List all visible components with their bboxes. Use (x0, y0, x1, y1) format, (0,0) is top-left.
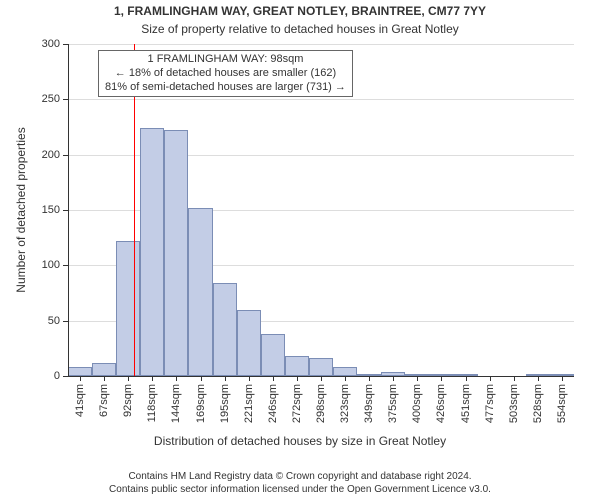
histogram-bar (68, 367, 92, 376)
x-tick-label: 323sqm (339, 384, 351, 423)
histogram-bar (164, 130, 188, 376)
y-tick-label: 200 (28, 149, 60, 161)
x-tick-label: 41sqm (74, 384, 86, 417)
footer-line-1: Contains HM Land Registry data © Crown c… (0, 471, 600, 484)
y-tick-label: 0 (28, 370, 60, 382)
x-tick-label: 528sqm (532, 384, 544, 423)
y-axis (68, 44, 69, 376)
annotation-box: 1 FRAMLINGHAM WAY: 98sqm ← 18% of detach… (98, 50, 353, 97)
x-tick-label: 375sqm (387, 384, 399, 423)
y-tick-label: 250 (28, 93, 60, 105)
histogram-bar (285, 356, 309, 376)
x-tick-label: 169sqm (195, 384, 207, 423)
chart-subtitle: Size of property relative to detached ho… (0, 22, 600, 36)
histogram-bar (333, 367, 357, 376)
x-tick-label: 554sqm (556, 384, 568, 423)
x-tick-label: 426sqm (435, 384, 447, 423)
x-tick-label: 503sqm (508, 384, 520, 423)
annotation-line-2: ← 18% of detached houses are smaller (16… (105, 67, 346, 81)
y-tick-label: 300 (28, 38, 60, 50)
gridline (68, 44, 574, 45)
histogram-bar (188, 208, 212, 376)
x-tick-label: 400sqm (411, 384, 423, 423)
histogram-bar (213, 283, 237, 376)
x-tick-label: 451sqm (460, 384, 472, 423)
x-tick-label: 477sqm (484, 384, 496, 423)
x-tick-label: 272sqm (291, 384, 303, 423)
y-axis-label: Number of detached properties (14, 44, 28, 376)
y-tick-label: 150 (28, 204, 60, 216)
annotation-line-1: 1 FRAMLINGHAM WAY: 98sqm (105, 53, 346, 67)
x-tick-label: 118sqm (146, 384, 158, 422)
histogram-bar (237, 310, 261, 376)
gridline (68, 99, 574, 100)
x-tick-label: 92sqm (122, 384, 134, 417)
x-axis-label: Distribution of detached houses by size … (0, 434, 600, 448)
histogram-bar (140, 128, 164, 376)
histogram-bar (309, 358, 333, 376)
histogram-bar (92, 363, 116, 376)
x-tick-label: 67sqm (98, 384, 110, 417)
x-tick-label: 246sqm (267, 384, 279, 423)
y-tick-label: 100 (28, 259, 60, 271)
footer-line-2: Contains public sector information licen… (0, 484, 600, 497)
annotation-line-3: 81% of semi-detached houses are larger (… (105, 81, 346, 95)
x-tick-label: 349sqm (363, 384, 375, 423)
histogram-bar (116, 241, 140, 376)
x-tick-label: 298sqm (315, 384, 327, 423)
x-tick-label: 221sqm (243, 384, 255, 423)
y-tick-label: 50 (28, 315, 60, 327)
chart-title: 1, FRAMLINGHAM WAY, GREAT NOTLEY, BRAINT… (0, 4, 600, 18)
x-tick-label: 195sqm (219, 384, 231, 423)
x-tick-label: 144sqm (170, 384, 182, 423)
attribution-footer: Contains HM Land Registry data © Crown c… (0, 471, 600, 496)
histogram-bar (261, 334, 285, 376)
x-axis (68, 376, 574, 377)
chart-container: 1, FRAMLINGHAM WAY, GREAT NOTLEY, BRAINT… (0, 0, 600, 500)
